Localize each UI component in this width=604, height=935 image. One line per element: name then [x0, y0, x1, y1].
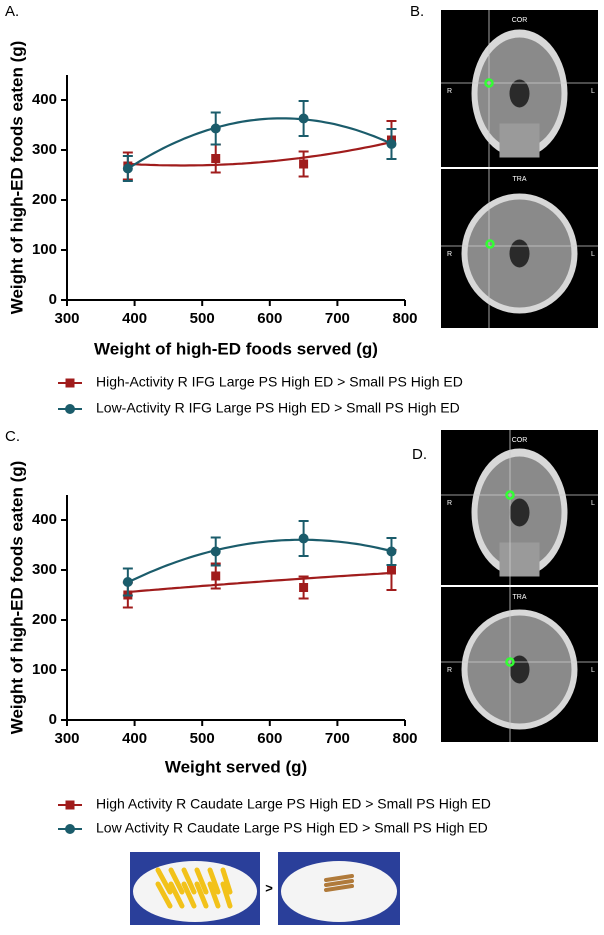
y-tick-label: 100: [32, 241, 57, 258]
ventricle: [509, 239, 530, 268]
panel-label: C.: [5, 428, 20, 445]
x-tick-label: 400: [122, 730, 147, 747]
y-tick-label: 300: [32, 561, 57, 578]
brainstem: [499, 542, 540, 577]
fry: [168, 867, 185, 895]
legend-marker: [65, 824, 75, 834]
legend-marker: [65, 378, 75, 388]
comparator: >: [265, 880, 273, 895]
legend-label: High-Activity R IFG Large PS High ED > S…: [96, 374, 463, 390]
roi: [485, 239, 495, 249]
side-label: R: [447, 667, 452, 674]
x-tick-label: 500: [190, 310, 215, 327]
x-tick-label: 800: [392, 730, 417, 747]
y-axis-title: Weight of high-ED foods eaten (g): [7, 461, 26, 735]
data-point: [210, 123, 221, 134]
x-tick-label: 700: [325, 730, 350, 747]
fit-curve: [127, 571, 392, 594]
data-point: [298, 533, 309, 544]
fry: [324, 884, 354, 892]
y-tick-label: 200: [32, 611, 57, 628]
side-label: R: [447, 88, 452, 95]
panel-label: A.: [5, 3, 19, 20]
data-point: [386, 546, 397, 557]
x-tick-label: 400: [122, 310, 147, 327]
view-label: COR: [512, 437, 528, 444]
x-tick-label: 300: [54, 310, 79, 327]
fry: [168, 881, 185, 909]
y-tick-label: 400: [32, 511, 57, 528]
y-tick-label: 100: [32, 661, 57, 678]
side-label: L: [591, 667, 595, 674]
data-point: [211, 571, 221, 581]
x-tick-label: 600: [257, 310, 282, 327]
panel-label: D.: [412, 446, 427, 463]
fry: [194, 881, 209, 909]
x-axis-title: Weight of high-ED foods served (g): [94, 339, 378, 358]
data-point: [210, 546, 221, 557]
ventricle: [509, 498, 530, 527]
side-label: L: [591, 88, 595, 95]
x-tick-label: 700: [325, 310, 350, 327]
legend-label: Low Activity R Caudate Large PS High ED …: [96, 820, 488, 836]
plate: [281, 861, 397, 922]
x-tick-label: 600: [257, 730, 282, 747]
fry: [220, 881, 233, 909]
roi: [505, 657, 515, 667]
fit-curve: [127, 141, 392, 167]
data-point: [298, 113, 309, 124]
fit-curve: [127, 538, 392, 584]
fry: [155, 867, 173, 895]
view-label: TRA: [513, 594, 527, 601]
x-tick-label: 300: [54, 730, 79, 747]
legend-label: Low-Activity R IFG Large PS High ED > Sm…: [96, 400, 460, 416]
data-point: [386, 565, 396, 575]
side-label: L: [591, 251, 595, 258]
fry: [207, 867, 221, 895]
fry: [194, 867, 209, 895]
fry: [181, 867, 197, 895]
data-point: [211, 154, 221, 163]
y-tick-label: 400: [32, 91, 57, 108]
x-tick-label: 800: [392, 310, 417, 327]
legend-label: High Activity R Caudate Large PS High ED…: [96, 796, 491, 812]
y-tick-label: 0: [49, 711, 57, 728]
data-point: [122, 163, 133, 174]
fry: [220, 867, 233, 895]
legend-marker: [65, 800, 75, 810]
panel-label: B.: [410, 3, 424, 20]
fry: [181, 881, 197, 909]
x-tick-label: 500: [190, 730, 215, 747]
roi: [505, 490, 515, 500]
view-label: COR: [512, 17, 528, 24]
y-tick-label: 200: [32, 191, 57, 208]
data-point: [299, 159, 309, 169]
x-axis-title: Weight served (g): [165, 757, 307, 776]
ventricle: [509, 79, 530, 108]
brainstem: [499, 123, 540, 158]
fry: [155, 881, 173, 909]
roi: [484, 78, 494, 88]
y-tick-label: 300: [32, 141, 57, 158]
y-axis-title: Weight of high-ED foods eaten (g): [7, 41, 26, 315]
fry: [207, 881, 221, 909]
data-point: [122, 577, 133, 587]
legend-marker: [65, 404, 75, 414]
y-tick-label: 0: [49, 291, 57, 308]
fit-curve: [127, 117, 392, 170]
data-point: [299, 583, 309, 592]
side-label: R: [447, 251, 452, 258]
fry: [324, 874, 354, 882]
view-label: TRA: [513, 176, 527, 183]
side-label: L: [591, 500, 595, 507]
fry: [324, 879, 354, 887]
side-label: R: [447, 500, 452, 507]
data-point: [386, 139, 397, 149]
